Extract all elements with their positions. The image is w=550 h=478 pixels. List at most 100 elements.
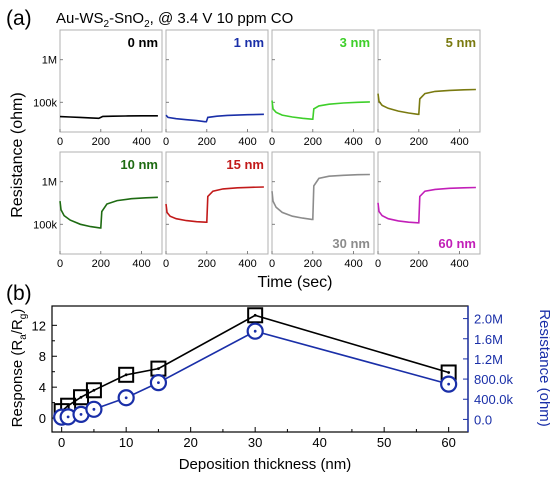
x-tick-label: 10 bbox=[119, 435, 133, 450]
panel-a-ylabel: Resistance (ohm) bbox=[9, 92, 26, 217]
resistance-curve bbox=[59, 196, 158, 229]
subplot-label: 5 nm bbox=[446, 35, 476, 50]
panel-a-label: (a) bbox=[6, 7, 32, 30]
subplot-30-nm: 0 200 400 30 nm bbox=[269, 151, 375, 270]
x-tick-label: 0 bbox=[375, 258, 381, 270]
x-tick-label: 0 bbox=[57, 136, 63, 148]
panel-b-plot: 0 10 20 30 40 50 60 0 4 8 12 0.0 400.0k 800.0k 1.2M 1.6… bbox=[32, 305, 514, 450]
subplot-0-nm: 0 200 400 100k 1M 0 nm bbox=[33, 29, 163, 148]
x-tick-label: 400 bbox=[344, 258, 362, 270]
resistance-curve bbox=[377, 186, 476, 224]
subplot-frame bbox=[59, 29, 163, 133]
response-point bbox=[247, 307, 264, 324]
point-center-dot bbox=[79, 395, 83, 399]
subplot-label: 15 nm bbox=[226, 157, 264, 172]
x-tick-label: 40 bbox=[312, 435, 326, 450]
y-tick-label: 100k bbox=[33, 97, 57, 109]
x-tick-label: 400 bbox=[450, 136, 468, 148]
header-title-post: , @ 3.4 V 10 ppm CO bbox=[150, 10, 294, 27]
point-center-dot bbox=[92, 407, 96, 411]
x-tick-label: 20 bbox=[183, 435, 197, 450]
header-title-sub: 2 bbox=[104, 19, 110, 30]
x-tick-label: 0 bbox=[269, 136, 275, 148]
resistance-curve bbox=[165, 186, 264, 223]
y-tick-label: 4 bbox=[39, 380, 46, 395]
resistance-curve bbox=[377, 88, 476, 116]
y-tick-label: 1M bbox=[42, 55, 57, 67]
subplot-15-nm: 0 200 400 15 nm bbox=[163, 151, 269, 270]
x-tick-label: 200 bbox=[198, 258, 216, 270]
point-center-dot bbox=[66, 404, 70, 408]
y2-tick-label: 1.2M bbox=[474, 352, 503, 367]
x-tick-label: 400 bbox=[132, 258, 150, 270]
x-tick-label: 200 bbox=[410, 258, 428, 270]
point-center-dot bbox=[124, 396, 128, 400]
point-center-dot bbox=[66, 415, 70, 419]
x-tick-label: 200 bbox=[92, 258, 110, 270]
header-title: Au-WS2-SnO2, @ 3.4 V 10 ppm CO bbox=[56, 10, 293, 30]
ylabel-part: ) bbox=[9, 309, 26, 314]
x-tick-label: 200 bbox=[92, 136, 110, 148]
y-tick-label: 8 bbox=[39, 349, 46, 364]
point-center-dot bbox=[157, 381, 160, 385]
subplot-1-nm: 0 200 400 1 nm bbox=[163, 29, 269, 148]
y-tick-label: 12 bbox=[32, 318, 46, 333]
y2-tick-label: 1.6M bbox=[474, 332, 503, 347]
subplot-3-nm: 0 200 400 3 nm bbox=[269, 29, 375, 148]
panel-b-ylabel: Response (Ra/Rg) bbox=[9, 309, 29, 428]
x-tick-label: 0 bbox=[269, 258, 275, 270]
subplot-frame bbox=[377, 151, 481, 255]
subplot-label: 10 nm bbox=[120, 157, 158, 172]
y-tick-label: 100k bbox=[33, 219, 57, 231]
resistance-curve bbox=[271, 100, 370, 120]
x-tick-label: 0 bbox=[163, 258, 169, 270]
x-tick-label: 200 bbox=[304, 136, 322, 148]
y2-tick-label: 0.0 bbox=[474, 412, 492, 427]
subplot-label: 3 nm bbox=[340, 35, 370, 50]
point-center-dot bbox=[447, 371, 451, 374]
response-point bbox=[85, 382, 102, 399]
x-tick-label: 0 bbox=[375, 136, 381, 148]
subplot-label: 0 nm bbox=[128, 35, 158, 50]
point-center-dot bbox=[253, 313, 257, 317]
point-center-dot bbox=[253, 329, 257, 333]
x-tick-label: 50 bbox=[377, 435, 391, 450]
subplot-frame bbox=[377, 29, 481, 133]
point-center-dot bbox=[447, 382, 451, 386]
x-tick-label: 200 bbox=[304, 258, 322, 270]
subplot-60-nm: 0 200 400 60 nm bbox=[375, 151, 481, 270]
y-tick-label: 1M bbox=[42, 177, 57, 189]
header-title-sub2: 2 bbox=[144, 19, 150, 30]
subplot-frame bbox=[271, 29, 375, 133]
x-tick-label: 200 bbox=[198, 136, 216, 148]
y2-tick-label: 400.0k bbox=[474, 392, 514, 407]
y2-tick-label: 800.0k bbox=[474, 372, 514, 387]
panel-b-xlabel: Deposition thickness (nm) bbox=[179, 456, 352, 473]
ylabel-sub-a: a bbox=[18, 334, 29, 340]
header-title-mid: -SnO bbox=[109, 10, 144, 27]
x-tick-label: 0 bbox=[58, 435, 65, 450]
ylabel-part: /R bbox=[9, 319, 26, 334]
subplot-label: 60 nm bbox=[438, 236, 476, 251]
response-point bbox=[118, 366, 135, 383]
ylabel-part: Response (R bbox=[9, 340, 26, 428]
x-tick-label: 30 bbox=[248, 435, 262, 450]
y-tick-label: 0 bbox=[39, 411, 46, 426]
subplot-5-nm: 0 200 400 5 nm bbox=[375, 29, 481, 148]
x-tick-label: 400 bbox=[132, 136, 150, 148]
x-tick-label: 400 bbox=[238, 136, 256, 148]
x-tick-label: 200 bbox=[410, 136, 428, 148]
resistance-curve bbox=[271, 173, 370, 221]
point-center-dot bbox=[92, 388, 96, 392]
resistance-curve bbox=[59, 115, 158, 120]
header-title-pre: Au-WS bbox=[56, 10, 104, 27]
panel-b-y2label: Resistance (ohm) bbox=[536, 309, 550, 427]
x-tick-label: 400 bbox=[344, 136, 362, 148]
panel-a-xlabel: Time (sec) bbox=[258, 274, 333, 291]
point-center-dot bbox=[157, 367, 160, 371]
resistance-curve bbox=[165, 113, 264, 123]
x-tick-label: 0 bbox=[163, 136, 169, 148]
ylabel-sub-g: g bbox=[18, 314, 29, 320]
subplot-label: 1 nm bbox=[234, 35, 264, 50]
